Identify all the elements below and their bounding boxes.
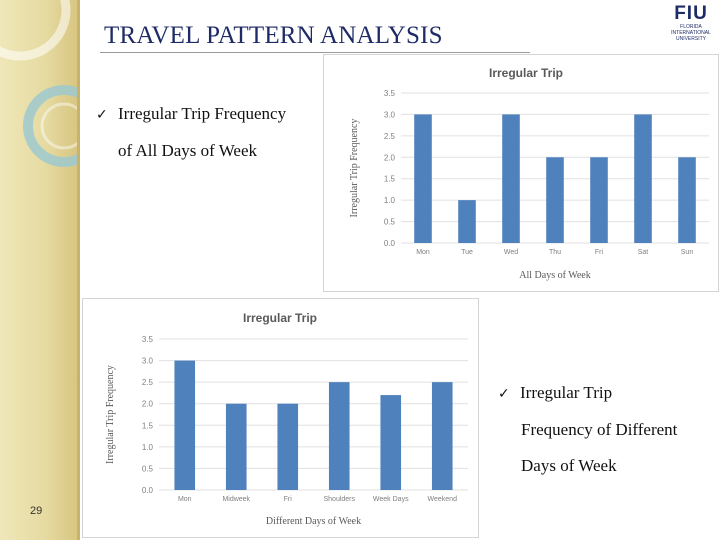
- y-tick-label: 2.0: [142, 400, 154, 409]
- x-tick-label: Wed: [504, 249, 518, 256]
- sidebar-decoration: 29: [0, 0, 80, 540]
- y-tick-label: 2.5: [384, 132, 396, 141]
- chart-different-days: Irregular Trip 0.0 0.5 1.0 1.5 2.0 2.5 3.0 3.5 Mo…: [82, 298, 479, 538]
- bar-weekend: [431, 382, 453, 490]
- page-number: 29: [30, 505, 43, 517]
- y-tick-label: 3.0: [142, 357, 154, 366]
- bullet-different-days: ✓ Irregular Trip Frequency of Different D…: [498, 375, 713, 484]
- page-title: TRAVEL PATTERN ANALYSIS: [104, 22, 443, 49]
- bar-fri: [590, 157, 608, 243]
- bar-fri: [277, 403, 299, 490]
- y-axis-label: Irregular Trip Frequency: [105, 365, 116, 464]
- y-tick-label: 0.0: [142, 486, 154, 495]
- y-tick-label: 1.0: [384, 196, 396, 205]
- bar-mon: [414, 114, 432, 243]
- y-tick-label: 1.0: [142, 443, 154, 452]
- bullet-text: Frequency of Different: [521, 420, 678, 439]
- chart-all-days: Irregular Trip 0.0 0.5 1.0 1.5 2.0 2.5 3.0 3.5 Mo…: [323, 54, 719, 292]
- x-tick-label: Weekend: [428, 496, 458, 503]
- x-axis-label: Different Days of Week: [266, 516, 361, 527]
- bar-thu: [546, 157, 564, 243]
- logo-line-2: INTERNATIONAL: [671, 30, 711, 36]
- y-axis-label: Irregular Trip Frequency: [349, 119, 360, 218]
- bullet-text: Irregular Trip Frequency: [118, 104, 287, 123]
- x-tick-label: Thu: [549, 249, 561, 256]
- bullet-text: of All Days of Week: [118, 141, 258, 160]
- bar-tue: [458, 200, 476, 243]
- x-tick-label: Sun: [681, 249, 694, 256]
- x-tick-label: Midweek: [222, 496, 250, 503]
- bar-midweek: [225, 403, 247, 490]
- checkmark-icon: ✓: [96, 107, 108, 123]
- fiu-logo: FIU FLORIDA INTERNATIONAL UNIVERSITY: [664, 4, 718, 44]
- checkmark-icon: ✓: [498, 386, 510, 402]
- sidebar-rings: [0, 0, 80, 540]
- x-tick-label: Sat: [638, 249, 649, 256]
- bullet-text: Irregular Trip: [520, 383, 613, 402]
- bar-sat: [634, 114, 652, 243]
- chart-title: Irregular Trip: [489, 66, 563, 80]
- bullet-text: Days of Week: [521, 456, 617, 475]
- y-tick-label: 2.0: [384, 153, 396, 162]
- y-tick-label: 1.5: [384, 175, 396, 184]
- title-divider: [100, 52, 530, 53]
- x-tick-label: Fri: [595, 249, 604, 256]
- y-tick-label: 1.5: [142, 421, 154, 430]
- x-axis-label: All Days of Week: [519, 270, 591, 281]
- chart-title: Irregular Trip: [243, 311, 317, 325]
- x-tick-label: Week Days: [373, 496, 409, 503]
- y-tick-label: 0.5: [384, 218, 396, 227]
- bullet-all-days: ✓ Irregular Trip Frequency of All Days of…: [96, 96, 326, 169]
- y-tick-label: 0.0: [384, 239, 396, 248]
- y-tick-label: 0.5: [142, 464, 154, 473]
- y-tick-label: 3.5: [142, 335, 154, 344]
- bar-sun: [678, 157, 696, 243]
- logo-line-3: UNIVERSITY: [675, 36, 706, 42]
- x-tick-label: Mon: [178, 496, 192, 503]
- x-tick-label: Shoulders: [323, 496, 355, 503]
- chart-all-days-svg: Irregular Trip 0.0 0.5 1.0 1.5 2.0 2.5 3.0 3.5 Mo…: [349, 66, 709, 281]
- x-tick-label: Tue: [461, 249, 473, 256]
- y-tick-label: 2.5: [142, 378, 154, 387]
- bar-shoulders: [328, 382, 350, 490]
- y-tick-label: 3.5: [384, 89, 396, 98]
- y-tick-label: 3.0: [384, 110, 396, 119]
- bar-week-days: [380, 395, 402, 490]
- bar-wed: [502, 114, 520, 243]
- x-tick-label: Fri: [284, 496, 293, 503]
- logo-mark: FIU: [674, 3, 708, 24]
- x-tick-label: Mon: [416, 249, 430, 256]
- logo-line-1: FLORIDA: [680, 24, 702, 30]
- chart-different-days-svg: Irregular Trip 0.0 0.5 1.0 1.5 2.0 2.5 3.0 3.5 Mo…: [105, 311, 468, 527]
- bar-mon: [174, 360, 196, 490]
